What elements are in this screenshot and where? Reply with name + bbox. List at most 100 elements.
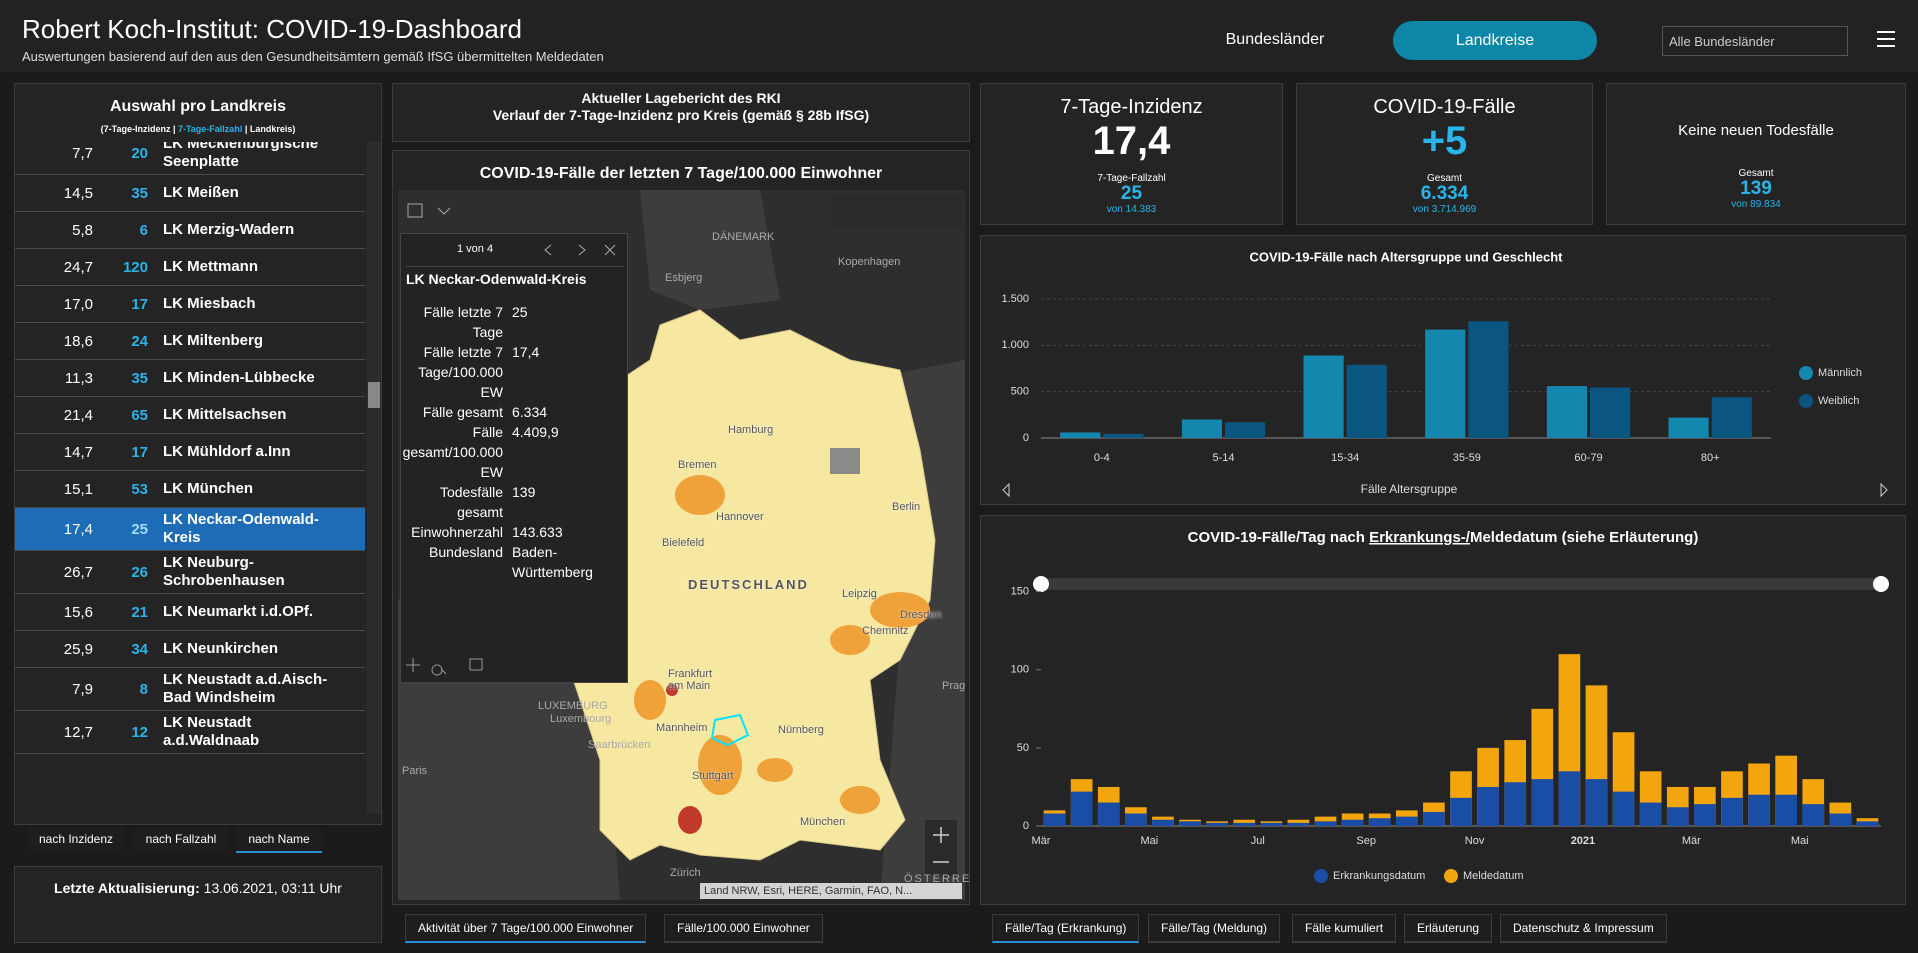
- nav-button[interactable]: Bundesländer: [1225, 31, 1325, 48]
- list-row[interactable]: 7,9 8 LK Neustadt a.d.Aisch-Bad Windsheim: [15, 668, 365, 711]
- bar: [1639, 802, 1662, 826]
- district-name: LK Neustadt a.d.Waldnaab: [163, 714, 260, 749]
- map-label: Hamburg: [728, 424, 774, 436]
- case-count: 17: [131, 443, 148, 461]
- kpi-sub-label: Gesamt: [1426, 173, 1462, 184]
- bar: [1097, 802, 1120, 826]
- kpi-sub-total: von 14.383: [1106, 204, 1157, 215]
- kpi-sub-total: von 3.714.969: [1412, 204, 1477, 215]
- list-row[interactable]: 17,0 17 LK Miesbach: [15, 286, 365, 323]
- chart-tab[interactable]: Fälle kumuliert: [1292, 914, 1397, 943]
- map-label: Esbjerg: [665, 272, 703, 284]
- map-toolbar[interactable]: [833, 195, 963, 227]
- list-row[interactable]: 18,6 24 LK Miltenberg: [15, 323, 365, 360]
- list-row[interactable]: 11,3 35 LK Minden-Lübbecke: [15, 360, 365, 397]
- menu-icon[interactable]: [1876, 30, 1896, 48]
- map-tab[interactable]: Fälle/100.000 Einwohner: [664, 914, 823, 943]
- incidence: 18,6: [63, 332, 93, 350]
- nav-button[interactable]: Landkreise: [1393, 21, 1597, 60]
- x-tick-label: Mai: [1791, 835, 1809, 847]
- incidence: 15,6: [63, 603, 93, 621]
- map-tab[interactable]: Aktivität über 7 Tage/100.000 Einwohner: [405, 914, 647, 943]
- report-line: Aktueller Lagebericht des RKI: [581, 90, 781, 106]
- sort-button[interactable]: nach Fallzahl: [134, 827, 228, 851]
- bar: [1395, 816, 1418, 826]
- slider-handle: [1873, 576, 1889, 592]
- chart-tab[interactable]: Fälle/Tag (Meldung): [1148, 914, 1281, 943]
- list-row[interactable]: 15,6 21 LK Neumarkt i.d.OPf.: [15, 594, 365, 631]
- bar: [1748, 794, 1770, 826]
- x-tick-label: Mai: [1141, 835, 1159, 847]
- legend-part: (7-Tage-Inzidenz |: [100, 124, 178, 134]
- scrollbar[interactable]: [367, 142, 381, 814]
- legend-part: | Landkreis): [242, 124, 296, 134]
- district-name: LK Miltenberg: [163, 332, 263, 349]
- bar: [1103, 433, 1144, 438]
- map-label: München: [800, 816, 846, 828]
- zoom-icons: [933, 827, 949, 863]
- map-label: DEUTSCHLAND: [688, 577, 809, 592]
- bar: [1368, 818, 1391, 826]
- kpi-sub-value: 139: [1740, 178, 1772, 199]
- incidence: 26,7: [63, 563, 93, 581]
- chart-tab[interactable]: Erläuterung: [1404, 914, 1493, 943]
- bar: [1341, 819, 1364, 826]
- y-tick-label: 1.000: [1001, 339, 1029, 351]
- list-row[interactable]: 7,7 20 LK Mecklenburgische Seenplatte: [15, 142, 365, 175]
- map-label: Berlin: [892, 501, 921, 513]
- district-name: LK Miesbach: [163, 295, 256, 312]
- list-row[interactable]: 17,4 25 LK Neckar-Odenwald-Kreis: [15, 508, 365, 551]
- y-tick-label: 0: [1023, 432, 1029, 444]
- list-row[interactable]: 25,9 34 LK Neunkirchen: [15, 631, 365, 668]
- map-label: DÄNEMARK: [712, 231, 775, 243]
- legend-label: Erkrankungsdatum: [1333, 870, 1425, 882]
- scroll-thumb[interactable]: [368, 382, 380, 408]
- incidence: 15,1: [63, 480, 93, 498]
- list-row[interactable]: 24,7 120 LK Mettmann: [15, 249, 365, 286]
- list-row[interactable]: 21,4 65 LK Mittelsachsen: [15, 397, 365, 434]
- chart-tab[interactable]: Datenschutz & Impressum: [1500, 914, 1667, 943]
- case-count: 34: [131, 640, 148, 658]
- popup-tools[interactable]: [405, 654, 495, 676]
- list-row[interactable]: 14,5 35 LK Meißen: [15, 175, 365, 212]
- field-value: 6.334: [512, 404, 548, 420]
- x-tick-label: Mär: [1682, 835, 1701, 847]
- list-row[interactable]: 14,7 17 LK Mühldorf a.Inn: [15, 434, 365, 471]
- sort-button[interactable]: nach Name: [236, 827, 322, 853]
- popup-fields: Fälle letzte 7 Tage 25 Fälle letzte 7 Tage…: [401, 302, 619, 582]
- range-slider: [1041, 578, 1881, 590]
- popup-toggle[interactable]: [398, 196, 460, 226]
- bar: [1531, 779, 1554, 826]
- incidence: 25,9: [63, 640, 93, 658]
- case-count: 6: [139, 221, 148, 239]
- bar: [1179, 821, 1201, 826]
- bar: [1125, 813, 1147, 826]
- age-chart: COVID-19-Fälle nach Altersgruppe und Ges…: [1001, 249, 1888, 498]
- x-tick-label: 60-79: [1574, 452, 1602, 464]
- bar: [1303, 355, 1344, 438]
- case-count: 12: [131, 723, 148, 741]
- list-row[interactable]: 12,7 12 LK Neustadt a.d.Waldnaab: [15, 711, 365, 754]
- x-tick-label: 2021: [1571, 835, 1595, 847]
- panel-title: Auswahl pro Landkreis: [109, 98, 287, 115]
- bar: [1260, 822, 1283, 826]
- popup-nav[interactable]: [541, 242, 621, 258]
- case-count: 20: [131, 144, 148, 162]
- chart-title: COVID-19-Fälle nach Altersgruppe und Ges…: [1249, 249, 1563, 264]
- chart-tab[interactable]: Fälle/Tag (Erkrankung): [992, 914, 1140, 943]
- update-label: Letzte Aktualisierung:: [54, 880, 200, 896]
- case-count: 24: [131, 332, 148, 350]
- list-row[interactable]: 5,8 6 LK Merzig-Wadern: [15, 212, 365, 249]
- chart-panel: COVID-19-Fälle nach Altersgruppe und Ges…: [980, 235, 1906, 505]
- update-panel: Letzte Aktualisierung: 13.06.2021, 03:11…: [14, 866, 382, 943]
- map-label: Prag: [942, 680, 966, 692]
- dropdown[interactable]: Alle Bundesländer: [1662, 26, 1848, 56]
- list-row[interactable]: 26,7 26 LK Neuburg-Schrobenhausen: [15, 551, 365, 594]
- list-row[interactable]: 15,1 53 LK München: [15, 471, 365, 508]
- sort-button[interactable]: nach Inzidenz: [28, 827, 124, 851]
- report-panel[interactable]: Aktueller Lagebericht des RKI Verlauf der…: [392, 83, 970, 142]
- map-label: Bremen: [678, 459, 717, 471]
- case-count: 35: [131, 184, 148, 202]
- bar: [1711, 397, 1752, 438]
- district-name: LK Merzig-Wadern: [163, 221, 295, 238]
